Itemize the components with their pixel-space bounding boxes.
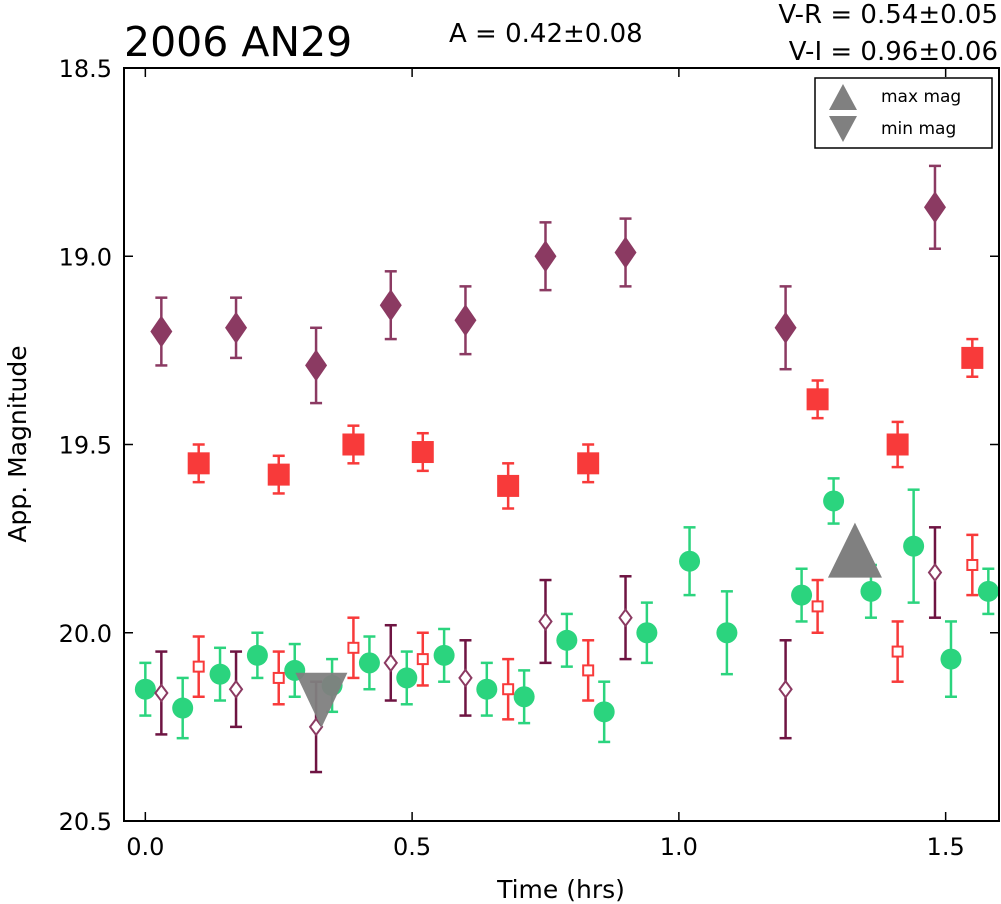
x-tick-label: 0.5 [393, 833, 431, 861]
data-point-circle [134, 678, 156, 700]
x-tick-label: 1.5 [927, 833, 965, 861]
data-point-circle [791, 584, 813, 606]
legend: max mag min mag [814, 77, 993, 149]
plot-frame [123, 67, 1000, 822]
data-point-diamond-open [618, 608, 633, 628]
plot-area [134, 164, 999, 774]
data-point-diamond [774, 311, 797, 344]
data-point-diamond-open [458, 668, 473, 688]
legend-min-mag-label: min mag [881, 119, 956, 139]
data-point-diamond [225, 311, 248, 344]
series-4 [192, 533, 979, 721]
data-point-circle [209, 663, 231, 685]
amplitude-label: A = 0.42±0.08 [449, 19, 643, 49]
legend-max-mag-label: max mag [881, 87, 961, 107]
data-point-circle [246, 644, 268, 666]
data-point-circle [513, 686, 535, 708]
y-axis-label: App. Magnitude [3, 345, 32, 542]
x-tick-label: 1.0 [660, 833, 698, 861]
data-point-square [267, 463, 290, 486]
data-point-diamond [534, 240, 557, 273]
x-axis-label: Time (hrs) [496, 875, 625, 904]
v-r-color-label: V-R = 0.54±0.05 [778, 0, 998, 30]
min-mag-marker [295, 672, 348, 728]
data-point-circle [716, 622, 738, 644]
series-6 [827, 522, 882, 578]
data-point-diamond [305, 349, 328, 382]
x-tick-label: 0.0 [126, 833, 164, 861]
data-point-circle [977, 580, 999, 602]
data-point-square-open [192, 660, 205, 673]
data-point-square [411, 441, 434, 464]
data-point-circle [396, 667, 418, 689]
data-point-square-open [966, 558, 979, 571]
data-point-diamond-open [538, 611, 553, 632]
data-point-square-open [272, 671, 285, 684]
data-point-diamond-open [778, 679, 793, 699]
data-point-diamond [454, 304, 477, 337]
data-point-square [886, 433, 909, 456]
data-point-diamond-open [383, 653, 399, 673]
max-mag-marker [827, 522, 882, 578]
data-point-circle [860, 580, 882, 602]
data-point-diamond-open [927, 562, 943, 583]
data-point-square [806, 388, 829, 411]
data-point-circle [823, 490, 845, 512]
data-point-diamond [614, 236, 637, 269]
data-point-square-open [582, 664, 595, 677]
legend-min-mag-icon [829, 116, 857, 142]
data-point-circle [358, 652, 380, 674]
data-point-square [577, 452, 600, 475]
data-point-circle [172, 697, 194, 719]
data-point-diamond-open [154, 683, 169, 703]
chart-title: 2006 AN29 [124, 18, 352, 66]
data-point-square [342, 433, 365, 456]
data-point-circle [476, 678, 498, 700]
series-2 [134, 477, 999, 744]
data-point-diamond-open [228, 679, 244, 699]
y-tick-label: 19.0 [59, 243, 112, 271]
axis-ticks: 0.0 0.5 1.0 1.5 18.5 19.0 19.5 20.0 20.5 [59, 55, 999, 861]
data-point-diamond [379, 289, 402, 322]
series-5 [295, 672, 348, 728]
data-point-diamond [150, 315, 173, 348]
data-point-square [497, 474, 520, 497]
y-tick-label: 18.5 [59, 55, 112, 83]
data-point-square-open [347, 641, 360, 654]
data-point-circle [593, 701, 615, 723]
data-point-square-open [416, 653, 429, 666]
data-point-diamond [923, 191, 946, 224]
data-point-circle [636, 622, 658, 644]
legend-max-mag-icon [829, 84, 857, 110]
data-point-square [187, 452, 210, 475]
data-point-circle [679, 550, 701, 572]
data-point-square-open [502, 683, 515, 696]
data-point-circle [433, 644, 455, 666]
data-point-square [961, 346, 984, 369]
y-tick-label: 19.5 [59, 432, 112, 460]
data-point-circle [940, 648, 962, 670]
data-point-square-open [891, 645, 904, 658]
data-point-square-open [811, 600, 824, 613]
y-tick-label: 20.0 [59, 620, 112, 648]
y-tick-label: 20.5 [59, 808, 112, 836]
data-point-circle [903, 535, 925, 557]
data-point-circle [556, 629, 578, 651]
series-1 [187, 337, 984, 510]
series-0 [150, 164, 946, 405]
v-i-color-label: V-I = 0.96±0.06 [789, 37, 998, 67]
series-3 [154, 526, 943, 774]
